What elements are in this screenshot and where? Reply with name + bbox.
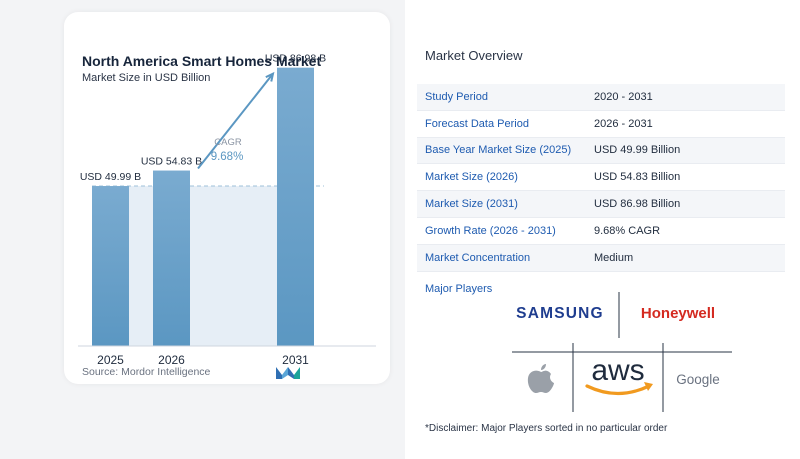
row-value: USD 49.99 Billion xyxy=(594,144,681,157)
chart-subtitle: Market Size in USD Billion xyxy=(82,72,211,84)
overview-title: Market Overview xyxy=(425,48,523,63)
major-players-title: Major Players xyxy=(425,283,493,295)
disclaimer-text: *Disclaimer: Major Players sorted in no … xyxy=(425,423,668,434)
overview-table: Study Period 2020 - 2031 Forecast Data P… xyxy=(417,84,785,272)
row-value: 9.68% CAGR xyxy=(594,224,661,237)
row-key: Growth Rate (2026 - 2031) xyxy=(425,224,556,237)
row-key: Study Period xyxy=(425,90,488,103)
table-row: Study Period 2020 - 2031 xyxy=(417,84,785,111)
table-row: Base Year Market Size (2025) USD 49.99 B… xyxy=(417,137,785,165)
honeywell-logo: Honeywell xyxy=(641,305,715,322)
table-row: Market Concentration Medium xyxy=(417,244,785,272)
row-value: USD 54.83 Billion xyxy=(594,171,681,184)
data-label-2031: USD 86.98 B xyxy=(265,53,326,65)
samsung-logo: SAMSUNG xyxy=(516,305,604,322)
aws-smile-icon xyxy=(585,384,651,396)
google-logo: Google xyxy=(676,372,720,387)
row-value: USD 86.98 Billion xyxy=(594,198,681,211)
bar-2025 xyxy=(92,186,129,346)
row-key: Base Year Market Size (2025) xyxy=(425,144,572,157)
mordor-intelligence-logo-icon xyxy=(276,367,300,379)
table-row: Market Size (2026) USD 54.83 Billion xyxy=(417,164,785,192)
table-row: Market Size (2031) USD 86.98 Billion xyxy=(417,191,785,218)
chart-title: North America Smart Homes Market xyxy=(82,53,322,69)
x-tick-label-2025: 2025 xyxy=(97,353,124,367)
cagr-arrow-head-icon xyxy=(265,71,275,82)
x-tick-label-2026: 2026 xyxy=(158,353,185,367)
table-row: Growth Rate (2026 - 2031) 9.68% CAGR xyxy=(417,218,785,245)
bar-2031 xyxy=(277,67,314,346)
row-value: Medium xyxy=(594,251,634,264)
bar-chart: USD 49.99 B 2025 USD 54.83 B 2026 USD 86.98 … xyxy=(78,53,376,367)
aws-logo: aws xyxy=(591,354,644,387)
major-players-grid: SAMSUNG Honeywell aws Google xyxy=(512,292,732,412)
cagr-arrow xyxy=(197,73,274,170)
row-key: Forecast Data Period xyxy=(425,117,529,130)
market-overview-panel: Market Overview Study Period 2020 - 2031… xyxy=(405,0,800,459)
cagr-value: 9.68% xyxy=(211,151,244,163)
cagr-label: CAGR xyxy=(214,137,242,148)
row-key: Market Size (2031) xyxy=(425,198,518,211)
data-label-2026: USD 54.83 B xyxy=(141,156,202,168)
x-tick-label-2031: 2031 xyxy=(282,353,309,367)
chart-card: USD 49.99 B 2025 USD 54.83 B 2026 USD 86.98 … xyxy=(64,12,390,384)
data-label-2025: USD 49.99 B xyxy=(80,171,141,183)
table-row: Forecast Data Period 2026 - 2031 xyxy=(417,111,785,138)
row-value: 2026 - 2031 xyxy=(594,117,653,130)
apple-logo-icon xyxy=(527,364,554,393)
aws-arrow-icon xyxy=(644,382,653,391)
row-key: Market Concentration xyxy=(425,251,531,264)
row-value: 2020 - 2031 xyxy=(594,90,653,103)
bar-2026 xyxy=(153,170,190,346)
source-text: Source: Mordor Intelligence xyxy=(82,366,211,378)
row-key: Market Size (2026) xyxy=(425,171,518,184)
